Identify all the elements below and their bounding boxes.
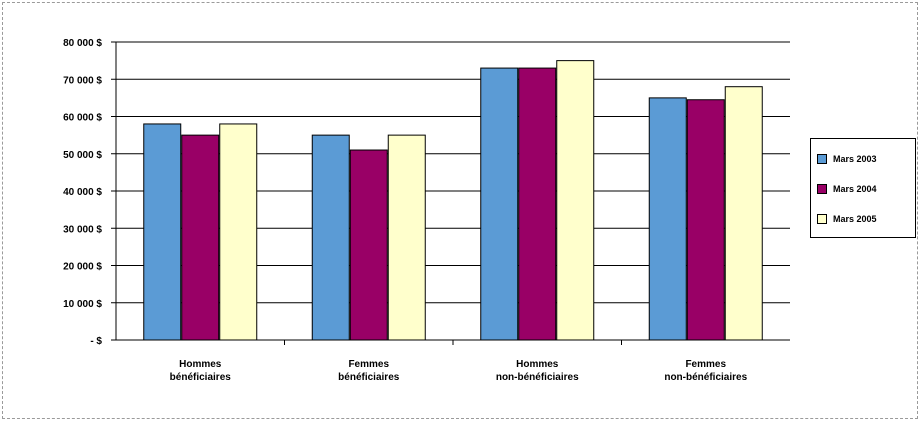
y-tick-label: 20 000 $ — [63, 262, 102, 273]
bar — [181, 134, 220, 341]
bar — [648, 97, 687, 341]
y-tick-label: 10 000 $ — [63, 299, 102, 310]
y-tick-label: 70 000 $ — [63, 75, 102, 86]
bar — [349, 149, 388, 341]
x-tick-label: non-bénéficiaires — [664, 372, 747, 383]
legend-swatch — [817, 214, 827, 224]
legend-swatch — [817, 154, 827, 164]
y-tick-label: 40 000 $ — [63, 187, 102, 198]
legend-label: Mars 2005 — [833, 214, 877, 224]
bar — [518, 67, 557, 341]
x-tick-label: bénéficiaires — [338, 372, 400, 383]
x-tick-label: Hommes — [179, 359, 222, 370]
y-tick-label: 50 000 $ — [63, 150, 102, 161]
bar — [311, 134, 350, 341]
x-tick-label: Femmes — [685, 359, 726, 370]
legend-item: Mars 2004 — [817, 183, 877, 195]
legend-item: Mars 2005 — [817, 213, 877, 225]
y-tick-label: 60 000 $ — [63, 113, 102, 124]
y-tick-label: - $ — [90, 336, 102, 347]
legend-item: Mars 2003 — [817, 153, 877, 165]
legend-swatch — [817, 184, 827, 194]
y-tick-label: 80 000 $ — [63, 38, 102, 49]
bar — [724, 86, 763, 341]
bar — [387, 134, 426, 341]
bar — [556, 60, 595, 341]
legend: Mars 2003 Mars 2004 Mars 2005 — [810, 138, 916, 238]
y-tick-label: 30 000 $ — [63, 224, 102, 235]
x-tick-label: non-bénéficiaires — [496, 372, 579, 383]
bar — [686, 99, 725, 341]
x-tick-label: bénéficiaires — [170, 372, 232, 383]
x-tick-label: Femmes — [348, 359, 389, 370]
bar — [480, 67, 519, 341]
x-tick-label: Hommes — [516, 359, 559, 370]
legend-label: Mars 2003 — [833, 154, 877, 164]
bar — [143, 123, 182, 341]
bar — [219, 123, 258, 341]
legend-label: Mars 2004 — [833, 184, 877, 194]
